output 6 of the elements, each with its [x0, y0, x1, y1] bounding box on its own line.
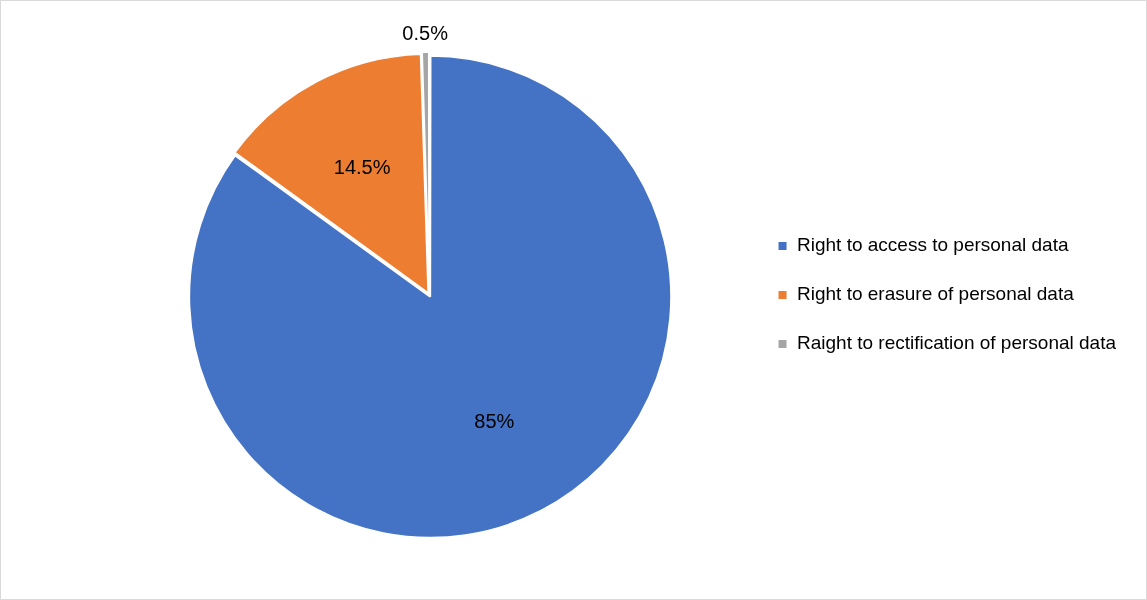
data-label: 0.5% [402, 21, 449, 44]
legend-label: Right to access to personal data [797, 234, 1069, 256]
legend-label: Right to erasure of personal data [797, 283, 1075, 305]
data-label: 14.5% [333, 155, 391, 178]
data-label: 85% [474, 410, 515, 433]
legend-label: Raight to rectification of personal data [797, 332, 1117, 354]
